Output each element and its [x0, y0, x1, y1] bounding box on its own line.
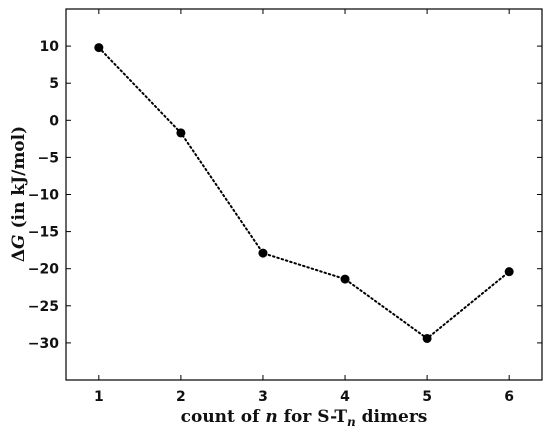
data-point — [340, 274, 350, 284]
y-tick-label: 10 — [40, 39, 60, 55]
x-tick-label: 4 — [340, 389, 350, 405]
x-axis-title-var: n — [265, 407, 277, 427]
series-markers — [94, 43, 514, 343]
data-point — [94, 43, 104, 53]
x-axis-title-prefix: count of — [181, 407, 266, 427]
x-axis-title-suffix: dimers — [356, 407, 428, 427]
y-axis-title-rest: (in kJ/mol) — [9, 126, 29, 235]
data-point — [422, 333, 432, 343]
y-tick-label: 5 — [49, 76, 59, 92]
x-axis-title: count of n for S-Tn dimers — [181, 407, 428, 429]
y-tick-label: −5 — [38, 150, 59, 166]
x-tick-label: 1 — [94, 389, 104, 405]
x-tick-label: 5 — [422, 389, 432, 405]
y-tick-label: −15 — [28, 225, 59, 241]
y-tick-label: −10 — [28, 188, 59, 204]
plot-frame — [65, 8, 543, 381]
x-axis: 1 2 3 4 5 6 — [94, 9, 514, 405]
y-axis: 10 5 0 −5 −10 −15 −20 −25 −30 — [28, 39, 542, 352]
x-tick-label: 3 — [258, 389, 268, 405]
x-tick-label: 6 — [504, 389, 514, 405]
data-point — [258, 248, 268, 258]
y-axis-title-var: G — [9, 234, 29, 249]
y-tick-label: 0 — [49, 113, 59, 129]
data-point — [504, 267, 514, 277]
y-tick-label: −25 — [28, 299, 59, 315]
series-line — [97, 46, 511, 340]
x-tick-label: 2 — [176, 389, 186, 405]
data-point — [176, 128, 186, 138]
y-axis-title-delta: Δ — [9, 249, 29, 262]
y-tick-label: −20 — [28, 262, 59, 278]
x-axis-title-sub: n — [347, 415, 356, 429]
y-tick-label: −30 — [28, 336, 59, 352]
x-axis-title-middle: for S-T — [278, 407, 348, 427]
y-axis-title: ΔG (in kJ/mol) — [9, 126, 29, 262]
